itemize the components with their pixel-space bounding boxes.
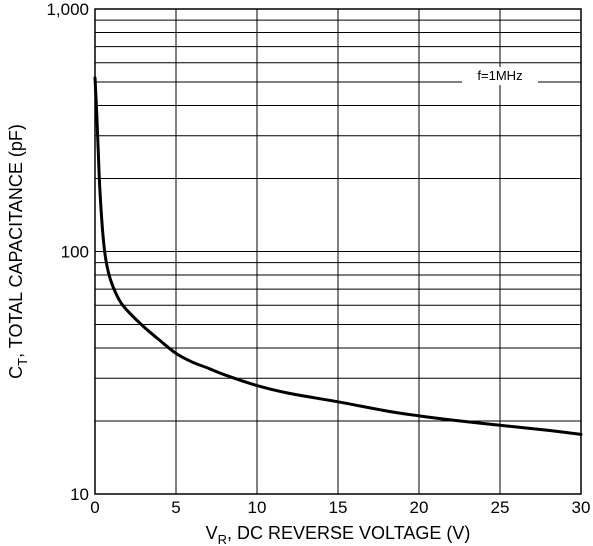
y-tick-label: 100 [61, 243, 89, 262]
y-tick-label: 10 [70, 485, 89, 504]
x-tick-label: 5 [171, 498, 180, 517]
x-tick-label: 15 [329, 498, 348, 517]
x-tick-labels: 0 5 10 15 20 25 30 [90, 498, 590, 517]
x-tick-label: 0 [90, 498, 99, 517]
y-tick-labels: 10 100 1,000 [46, 0, 89, 504]
x-axis-label-rest: , DC REVERSE VOLTAGE (V) [227, 523, 470, 543]
y-axis-label-main: C [6, 366, 26, 379]
capacitance-curve-0 [93, 76, 583, 436]
x-tick-label: 25 [491, 498, 510, 517]
x-axis-label-main: V [206, 523, 218, 543]
frequency-annotation: f=1MHz [477, 68, 522, 83]
plot-frame [94, 8, 582, 495]
y-tick-label: 1,000 [46, 0, 89, 19]
x-tick-label: 10 [248, 498, 267, 517]
x-axis-label-sub: R [218, 532, 227, 546]
y-axis-label-sub: T [15, 358, 30, 366]
annotation-background [462, 66, 538, 85]
x-axis-label: VR, DC REVERSE VOLTAGE (V) [206, 523, 471, 546]
y-axis-label-rest: , TOTAL CAPACITANCE (pF) [6, 124, 26, 358]
x-tick-label: 20 [410, 498, 429, 517]
x-tick-label: 30 [572, 498, 591, 517]
data-series [93, 76, 583, 436]
y-axis-label: CT, TOTAL CAPACITANCE (pF) [6, 124, 30, 379]
